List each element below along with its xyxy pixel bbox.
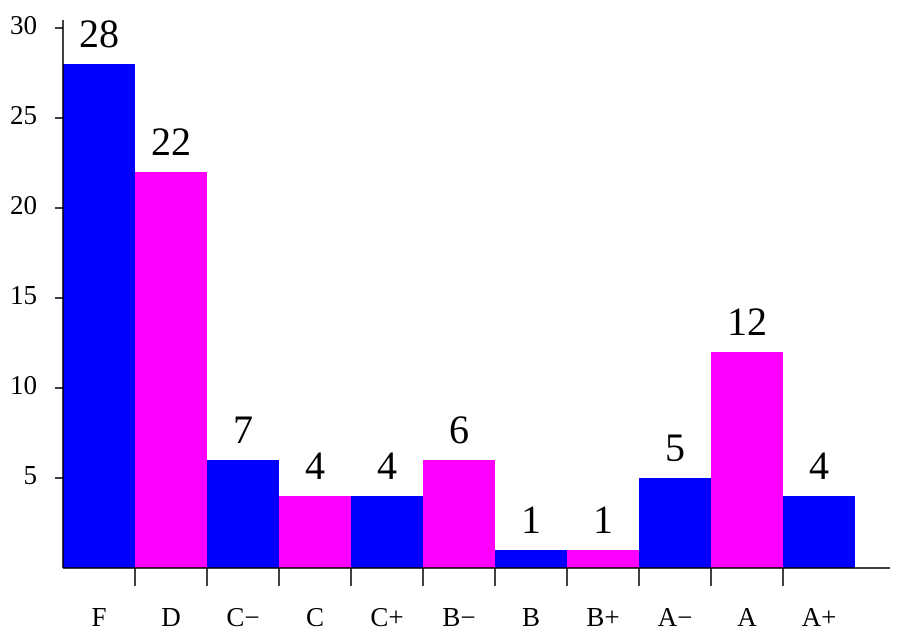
- value-label: 22: [151, 119, 191, 164]
- y-tick-label: 20: [10, 190, 37, 220]
- bar: [135, 172, 207, 568]
- y-tick-label: 25: [10, 100, 37, 130]
- x-tick-label: C: [306, 602, 324, 632]
- value-label: 6: [449, 407, 469, 452]
- y-tick-label: 10: [10, 370, 37, 400]
- x-tick-label: B+: [586, 602, 619, 632]
- bar: [567, 550, 639, 568]
- value-label: 28: [79, 11, 119, 56]
- value-label: 5: [665, 425, 685, 470]
- bar: [351, 496, 423, 568]
- value-label: 4: [377, 443, 397, 488]
- bar: [207, 460, 279, 568]
- bar: [783, 496, 855, 568]
- x-tick-label: D: [161, 602, 181, 632]
- value-label: 7: [233, 407, 253, 452]
- value-label: 4: [305, 443, 325, 488]
- y-tick-label: 15: [10, 280, 37, 310]
- x-tick-label: C+: [370, 602, 403, 632]
- bar: [423, 460, 495, 568]
- x-tick-label: A−: [658, 602, 693, 632]
- x-tick-label: A+: [802, 602, 837, 632]
- x-tick-label: F: [91, 602, 106, 632]
- value-label: 12: [727, 299, 767, 344]
- x-tick-label: A: [737, 602, 757, 632]
- x-tick-label: C−: [226, 602, 259, 632]
- y-tick-label: 5: [24, 460, 38, 490]
- value-label: 4: [809, 443, 829, 488]
- value-label: 1: [593, 497, 613, 542]
- bar: [711, 352, 783, 568]
- y-tick-label: 30: [10, 10, 37, 40]
- bar: [63, 64, 135, 568]
- bar: [495, 550, 567, 568]
- bar: [279, 496, 351, 568]
- bar: [639, 478, 711, 568]
- value-label: 1: [521, 497, 541, 542]
- x-tick-label: B−: [442, 602, 475, 632]
- x-tick-label: B: [522, 602, 540, 632]
